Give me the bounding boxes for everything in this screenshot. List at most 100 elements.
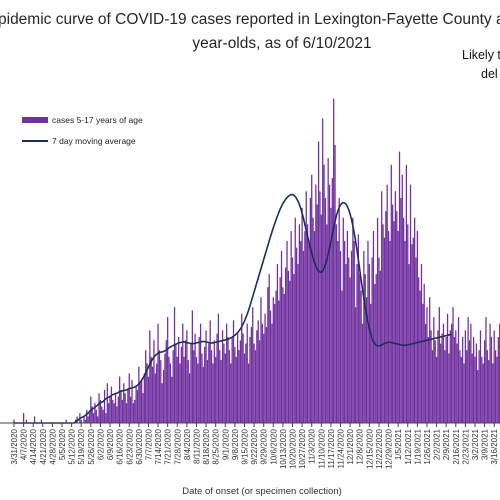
bar: [176, 356, 178, 423]
bar: [346, 231, 349, 423]
bar: [169, 363, 172, 423]
x-tick-label: 8/4/2020: [183, 428, 192, 460]
bar: [178, 336, 180, 423]
bar: [164, 353, 166, 423]
bar: [442, 323, 445, 423]
bar: [179, 363, 181, 423]
bar: [463, 363, 465, 423]
x-tick-label: 6/30/2020: [135, 428, 144, 464]
bar: [424, 323, 427, 423]
bar: [114, 393, 117, 423]
x-axis-title: Date of onset (or specimen collection): [182, 486, 341, 497]
bar: [224, 353, 226, 423]
bar: [435, 356, 438, 423]
bar: [411, 244, 413, 423]
bar: [157, 323, 159, 423]
x-tick-label: 7/28/2020: [173, 428, 182, 464]
x-tick-label: 11/17/2020: [327, 428, 336, 468]
bar: [102, 409, 104, 423]
bar: [368, 264, 370, 423]
bar: [330, 207, 332, 423]
bar: [33, 416, 36, 423]
bar: [416, 231, 418, 423]
bar: [119, 376, 121, 423]
bar: [95, 409, 97, 423]
bar: [349, 277, 351, 423]
bar: [258, 340, 261, 423]
x-tick-label: 10/20/2020: [289, 428, 298, 469]
bar: [440, 343, 442, 423]
x-tick-label: 2/16/2021: [452, 428, 461, 464]
bar: [312, 217, 314, 423]
bar: [239, 340, 242, 423]
bar: [232, 320, 235, 423]
bar: [496, 356, 498, 423]
x-tick-label: 1/5/2021: [394, 428, 403, 460]
bar: [143, 373, 145, 423]
x-tick-label: 7/7/2020: [144, 428, 153, 460]
bar: [457, 317, 460, 423]
bar: [249, 336, 251, 423]
bar: [278, 300, 280, 423]
bar: [389, 240, 391, 423]
bar: [413, 217, 416, 423]
bar: [13, 419, 15, 423]
bar: [427, 336, 429, 423]
bar: [379, 270, 381, 423]
bar: [92, 413, 95, 423]
x-tick-label: 12/29/2020: [385, 428, 394, 469]
bar: [360, 290, 362, 423]
bar: [408, 264, 410, 423]
bar: [437, 330, 439, 423]
bar: [445, 336, 447, 423]
bar: [116, 406, 118, 423]
x-tick-label: 9/15/2020: [241, 428, 250, 464]
bar: [84, 419, 86, 423]
bar: [464, 330, 467, 423]
bar: [245, 343, 247, 423]
bar: [356, 264, 358, 423]
bar: [308, 244, 310, 423]
bar: [25, 419, 27, 423]
bar: [268, 274, 270, 423]
bar: [471, 353, 473, 423]
bar: [485, 317, 487, 423]
bar: [153, 340, 155, 423]
bar: [285, 267, 287, 423]
bar: [319, 191, 321, 423]
bar: [334, 144, 336, 423]
bar: [22, 413, 25, 423]
bar: [246, 323, 248, 423]
bar: [357, 234, 360, 423]
bar: [486, 350, 488, 423]
bar: [331, 178, 333, 423]
bar: [438, 307, 440, 423]
bar: [474, 356, 476, 423]
bar: [237, 333, 239, 423]
bar: [274, 303, 276, 423]
annotation-note-line-1: Likely t: [462, 48, 500, 62]
bar: [106, 383, 108, 423]
bar: [422, 303, 424, 423]
bar: [98, 393, 100, 423]
bar: [149, 330, 151, 423]
bar: [365, 297, 368, 423]
bar: [415, 257, 417, 423]
bar: [444, 350, 446, 423]
x-tick-label: 4/21/2020: [39, 428, 48, 464]
bar: [290, 231, 292, 423]
bar: [401, 174, 403, 423]
x-tick-label: 1/12/2021: [404, 428, 413, 464]
bar: [489, 323, 491, 423]
chart-title-line-2: year-olds, as of 6/10/2021: [192, 35, 371, 52]
bar: [160, 360, 162, 423]
bar: [271, 323, 273, 423]
x-tick-label: 11/3/2020: [308, 428, 317, 464]
bar: [221, 330, 224, 423]
bar: [316, 204, 318, 423]
bar: [419, 290, 421, 423]
bar: [451, 323, 453, 423]
bar: [304, 231, 306, 423]
bar: [209, 320, 211, 423]
